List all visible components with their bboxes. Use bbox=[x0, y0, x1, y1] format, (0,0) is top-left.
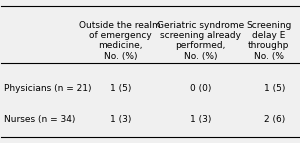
Text: Screening
delay E
throughp
No. (%: Screening delay E throughp No. (% bbox=[246, 21, 292, 61]
Text: 1 (5): 1 (5) bbox=[110, 84, 131, 93]
Text: 1 (5): 1 (5) bbox=[264, 84, 286, 93]
Text: 2 (6): 2 (6) bbox=[264, 115, 286, 124]
Text: 1 (3): 1 (3) bbox=[110, 115, 131, 124]
Text: 0 (0): 0 (0) bbox=[190, 84, 211, 93]
Text: Physicians (n = 21): Physicians (n = 21) bbox=[4, 84, 92, 93]
Text: Outside the realm
of emergency
medicine,
No. (%): Outside the realm of emergency medicine,… bbox=[80, 21, 161, 61]
Text: 1 (3): 1 (3) bbox=[190, 115, 211, 124]
Text: Geriatric syndrome
screening already
performed,
No. (%): Geriatric syndrome screening already per… bbox=[157, 21, 244, 61]
Text: Nurses (n = 34): Nurses (n = 34) bbox=[4, 115, 76, 124]
